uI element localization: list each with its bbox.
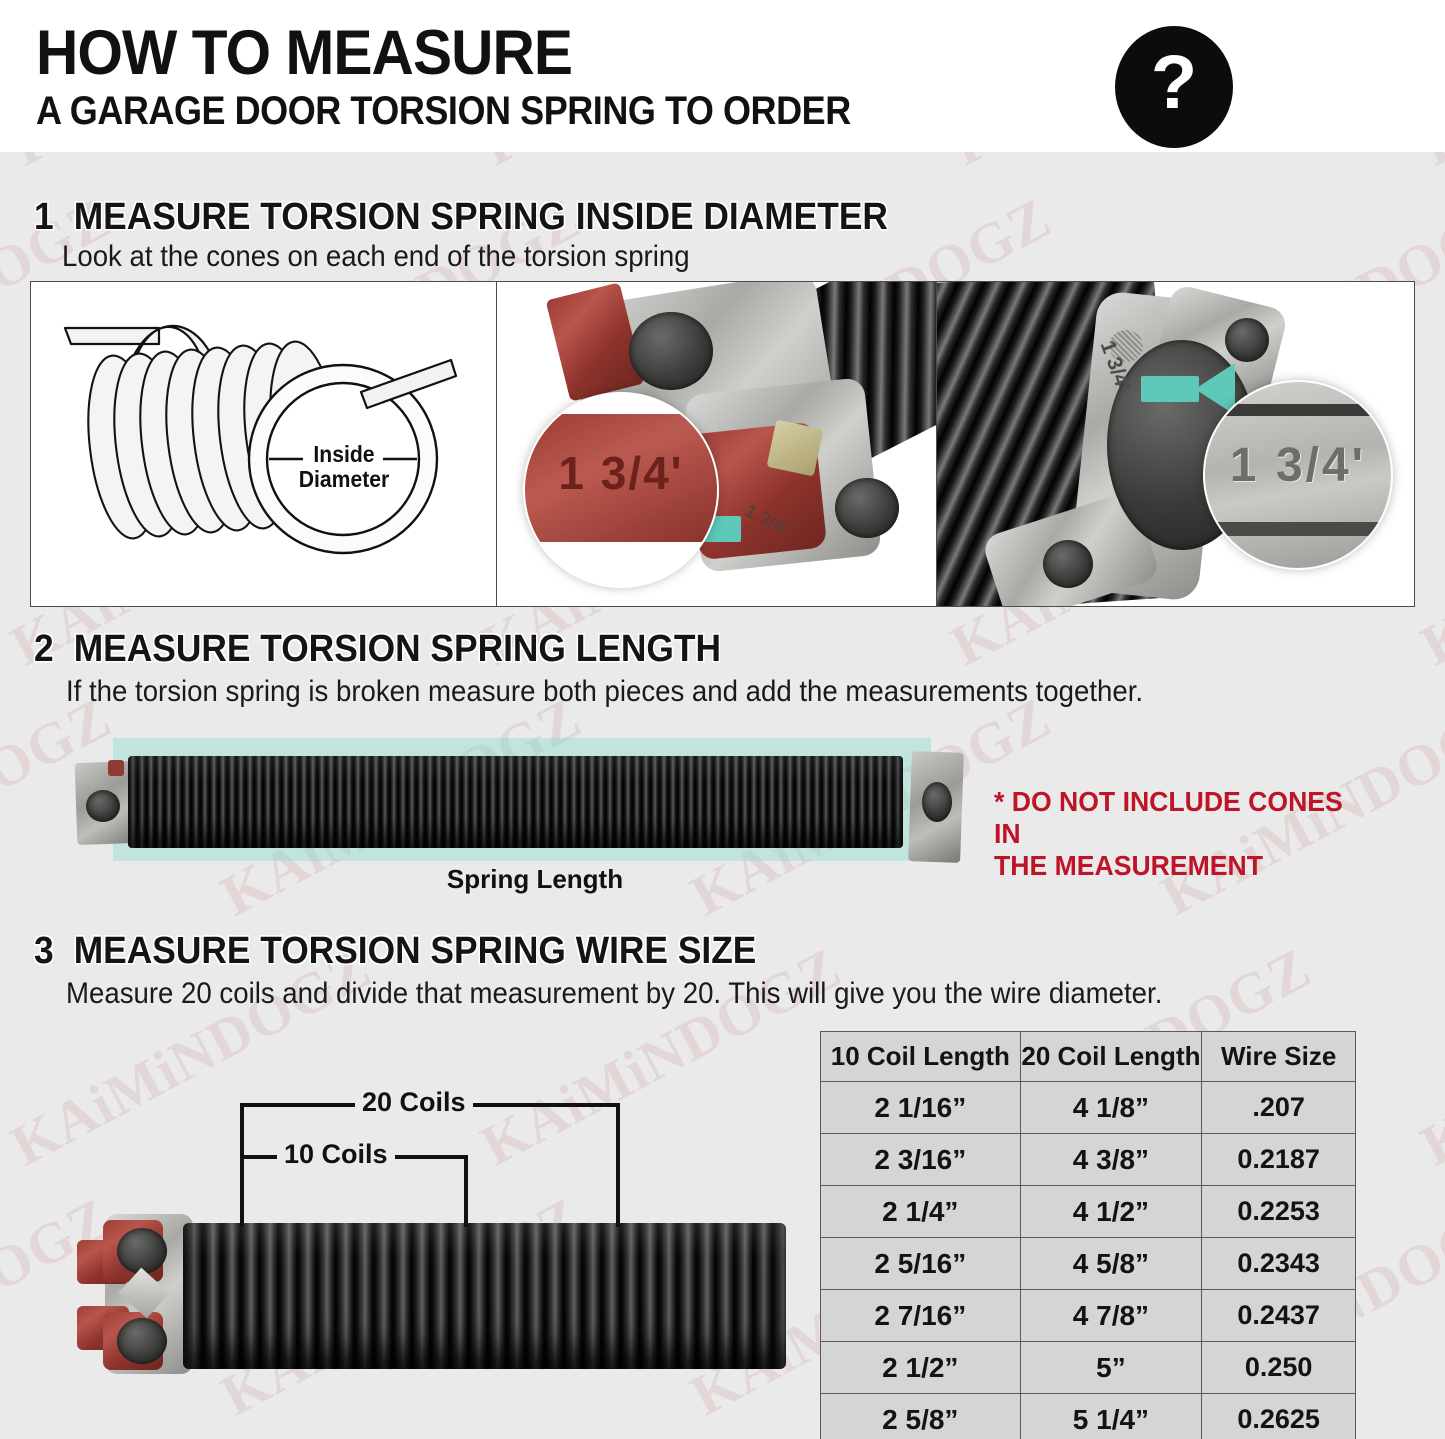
cell-wire-size: 0.2625 [1201,1393,1356,1439]
bracket-20-label: 20 Coils [355,1087,473,1118]
spring-body [128,756,903,848]
header-bar: HOW TO MEASURE A GARAGE DOOR TORSION SPR… [0,0,1445,152]
magnifier-bubble: 1 3/4' [1203,380,1393,570]
inside-diameter-line2: Diameter [298,466,390,492]
column-header-wire-size: Wire Size [1201,1031,1356,1082]
cell-20-coil: 4 1/2” [1019,1185,1203,1238]
magnifier-bubble: 1 3/4' [523,392,719,588]
pointer-arrow-tail [1141,376,1199,402]
left-cone-red-mark [108,760,124,776]
spring-length-illustration: Spring Length [70,738,1000,894]
section-2-subheading: If the torsion spring is broken measure … [66,675,1144,708]
magnified-stamp-text: 1 3/4' [1229,439,1367,492]
section-2-heading: 2 MEASURE TORSION SPRING LENGTH [34,628,721,671]
cell-wire-size: 0.2343 [1201,1237,1356,1290]
section-2-number: 2 [34,628,54,670]
cell-10-coil: 2 7/16” [820,1289,1021,1342]
cell-10-coil: 2 1/4” [820,1185,1021,1238]
page-title: HOW TO MEASURE [36,18,573,88]
cell-10-coil: 2 1/2” [820,1341,1021,1394]
section-1-number: 1 [34,196,54,238]
torsion-coil-drawing [63,324,458,555]
watermark-text: KAiMiNDOGZ [1410,934,1445,1179]
watermark-text: KAiMiNDOGZ [1410,1434,1445,1439]
cell-wire-size: 0.2253 [1201,1185,1356,1238]
cell-10-coil: 2 1/16” [820,1081,1021,1134]
mounting-hole-top [1225,318,1269,362]
section-1-title: MEASURE TORSION SPRING INSIDE DIAMETER [73,196,888,238]
warning-line-1: * DO NOT INCLUDE CONES IN [994,786,1343,849]
table-row: 2 1/2” 5” 0.250 [820,1341,1356,1394]
galvanized-cone-photo: 1 3/4' 1 3/4' [937,282,1414,606]
cell-10-coil: 2 3/16” [820,1133,1021,1186]
table-row: 2 1/16” 4 1/8” .207 [820,1081,1356,1134]
stationary-cone [77,1214,197,1374]
section-3-number: 3 [34,930,54,972]
cell-20-coil: 5 1/4” [1019,1393,1203,1439]
spring-coils [183,1223,786,1369]
section-2-title: MEASURE TORSION SPRING LENGTH [73,628,722,670]
watermark-text: KAiMiNDOGZ [470,1434,852,1439]
cell-20-coil: 4 3/8” [1019,1133,1203,1186]
table-row: 2 5/8” 5 1/4” 0.2625 [820,1393,1356,1439]
set-screw [766,419,824,477]
set-screw-bore-top [629,312,713,390]
section-1-subheading: Look at the cones on each end of the tor… [62,240,690,273]
bracket-10-label: 10 Coils [277,1139,395,1170]
red-cone-photo-panel: 1 3/4' 1 3/4' [497,281,937,607]
wire-size-table: 10 Coil Length 20 Coil Length Wire Size … [820,1031,1356,1439]
spring-length-label: Spring Length [446,864,624,894]
red-cone-photo: 1 3/4' 1 3/4' [497,282,936,606]
cell-20-coil: 4 1/8” [1019,1081,1203,1134]
cell-10-coil: 2 5/16” [820,1237,1021,1290]
cell-20-coil: 5” [1019,1341,1203,1394]
cell-wire-size: .207 [1201,1081,1356,1134]
mounting-hole-bottom [1043,540,1093,588]
set-screw-bore-bottom [835,478,899,538]
table-header-row: 10 Coil Length 20 Coil Length Wire Size [820,1031,1356,1082]
coil-diagram-panel: Inside Diameter [30,281,497,607]
bracket-20-right-tick [616,1103,620,1227]
column-header-20-coil: 20 Coil Length [1019,1031,1203,1082]
cell-wire-size: 0.250 [1201,1341,1356,1394]
table-row: 2 7/16” 4 7/8” 0.2437 [820,1289,1356,1342]
table-row: 2 1/4” 4 1/2” 0.2253 [820,1185,1356,1238]
warning-line-2: THE MEASUREMENT [994,850,1263,881]
bracket-10-right-tick [464,1155,468,1227]
cell-20-coil: 4 5/8” [1019,1237,1203,1290]
section-3-heading: 3 MEASURE TORSION SPRING WIRE SIZE [34,930,756,973]
section-1-heading: 1 MEASURE TORSION SPRING INSIDE DIAMETER [34,196,888,239]
question-mark-icon: ? [1115,26,1233,148]
wire-size-illustration: 20 Coils 10 Coils [55,1075,800,1375]
magnified-stamp-text: 1 3/4' [558,447,684,499]
diameter-photo-strip: Inside Diameter 1 3/4' [30,281,1415,607]
cone-bore-bottom [117,1318,167,1364]
cone-bore-top [117,1228,167,1274]
inside-diameter-line1: Inside [313,441,375,467]
column-header-10-coil: 10 Coil Length [820,1031,1021,1082]
inside-diameter-label: Inside Diameter [275,442,413,492]
knurled-boss [1109,330,1143,362]
table-row: 2 3/16” 4 3/8” 0.2187 [820,1133,1356,1186]
cell-wire-size: 0.2437 [1201,1289,1356,1342]
cell-10-coil: 2 5/8” [820,1393,1021,1439]
cell-20-coil: 4 7/8” [1019,1289,1203,1342]
table-row: 2 5/16” 4 5/8” 0.2343 [820,1237,1356,1290]
right-cone-bore [922,782,952,822]
section-3-subheading: Measure 20 coils and divide that measure… [66,977,1163,1010]
galvanized-cone-photo-panel: 1 3/4' 1 3/4' [937,281,1415,607]
bracket-20-left-tick [240,1103,244,1227]
watermark-text: KAiMiNDOGZ [1410,434,1445,679]
page-subtitle: A GARAGE DOOR TORSION SPRING TO ORDER [36,89,851,133]
watermark-text: KAiMiNDOGZ [0,1434,382,1439]
section-3-title: MEASURE TORSION SPRING WIRE SIZE [73,930,757,972]
left-cone-bore [86,790,120,822]
cones-warning: * DO NOT INCLUDE CONES IN THE MEASUREMEN… [994,786,1374,882]
cell-wire-size: 0.2187 [1201,1133,1356,1186]
